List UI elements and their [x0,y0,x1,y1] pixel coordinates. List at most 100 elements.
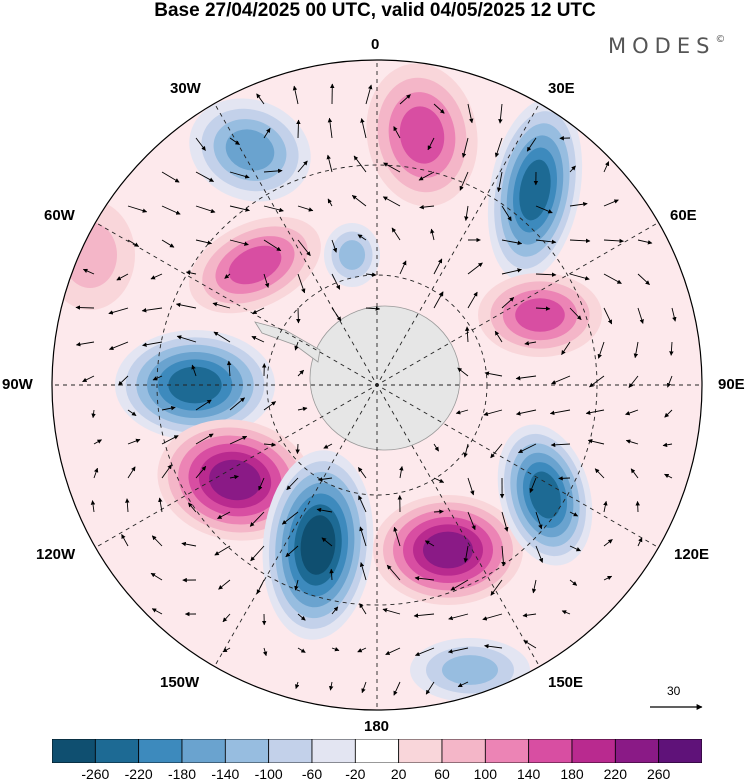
wind-vector [484,643,503,649]
wind-vector [152,375,163,381]
wind-vector [433,103,445,114]
wind-vector [399,94,411,105]
wind-vector [222,647,231,653]
wind-vector [365,272,377,277]
wind-vector [213,331,231,343]
colorbar-swatch [311,739,356,763]
wind-vector [535,306,551,311]
colorbar-tick-label: 60 [434,766,450,782]
wind-vector [263,239,282,252]
wind-vector [603,307,613,325]
wind-vector [297,647,306,653]
wind-vector [569,545,581,552]
wind-vector [501,297,515,309]
wind-vector [256,93,265,105]
wind-vector [195,239,213,245]
wind-vector [418,171,435,181]
wind-vector [359,603,367,615]
wind-vector [361,681,367,694]
wind-vector [195,465,207,479]
wind-vector [569,165,576,173]
wind-vector [467,103,474,124]
wind-vector [161,435,179,445]
colorbar-swatch [614,739,660,763]
wind-vector [633,341,639,359]
wind-vector [424,540,435,547]
wind-vector [108,307,129,315]
wind-vector [93,439,102,445]
chart-title: Base 27/04/2025 00 UTC, valid 04/05/2025… [154,0,596,21]
wind-vector [214,545,231,556]
lon-label-150e: 150E [548,674,584,691]
wind-vector [297,406,308,412]
wind-vector [218,579,231,590]
wind-vector [263,442,277,447]
wind-vector [331,647,340,652]
wind-vector [360,118,367,139]
colorbar-swatch [224,739,270,763]
map-disk [52,60,702,710]
wind-vector [195,205,216,214]
wind-vector [127,205,148,213]
wind-vector [490,443,503,459]
wind-vector [229,435,248,445]
colorbar-tick-label: -180 [167,766,197,782]
wind-vector [399,260,407,275]
wind-vector [252,307,265,315]
wind-vector [535,511,543,530]
wind-vector [625,409,639,416]
vector-scale-arrow [650,704,703,710]
wind-vector [353,155,367,173]
wind-vector [358,495,367,513]
colorbar-swatch [181,739,226,763]
wind-vector [669,341,674,356]
graticule [52,60,702,710]
wind-vector [382,608,401,615]
wind-vector [637,307,644,324]
wind-vector [549,409,571,416]
wind-vector [161,464,172,479]
wind-vector [263,205,284,213]
positive-anomaly [478,273,602,357]
wind-vector [569,511,579,517]
wind-vector [603,539,613,547]
colorbar-swatch [484,739,530,763]
wind-vector [569,579,578,586]
wind-vector [463,443,469,458]
wind-vector [195,433,214,445]
wind-vector [281,511,299,525]
wind-vector [603,500,608,513]
wind-vector [142,341,163,347]
wind-vector [357,234,367,241]
wind-vector [637,537,643,547]
wind-vector [535,205,553,214]
wind-vector [328,681,334,691]
wind-vector [127,409,137,417]
colorbar-tick-label: -220 [124,766,153,782]
colorbar-swatch [571,739,616,763]
wind-vector [391,227,401,241]
wind-vector [297,239,311,257]
wind-vector [461,137,469,158]
wind-vector [357,467,367,479]
colorbar-tick-label: 100 [473,766,497,782]
colorbar-swatch [398,739,443,763]
wind-vector [127,438,141,445]
wind-vector [494,137,503,158]
wind-vector [637,239,653,245]
negative-anomaly [487,99,583,281]
wind-vector [256,579,265,595]
wind-vector [463,545,469,563]
wind-vector [628,375,639,388]
wind-vector [359,526,367,547]
wind-vector [222,613,231,623]
wind-vector [425,681,435,695]
colorbar-swatch [268,739,313,763]
wind-vector [587,439,605,445]
antarctic-peninsula [254,321,321,363]
wind-vector [457,681,469,688]
wind-vector [323,443,333,449]
colorbar-swatch [354,739,400,763]
wind-vector [524,340,537,346]
wind-vector [294,681,300,690]
